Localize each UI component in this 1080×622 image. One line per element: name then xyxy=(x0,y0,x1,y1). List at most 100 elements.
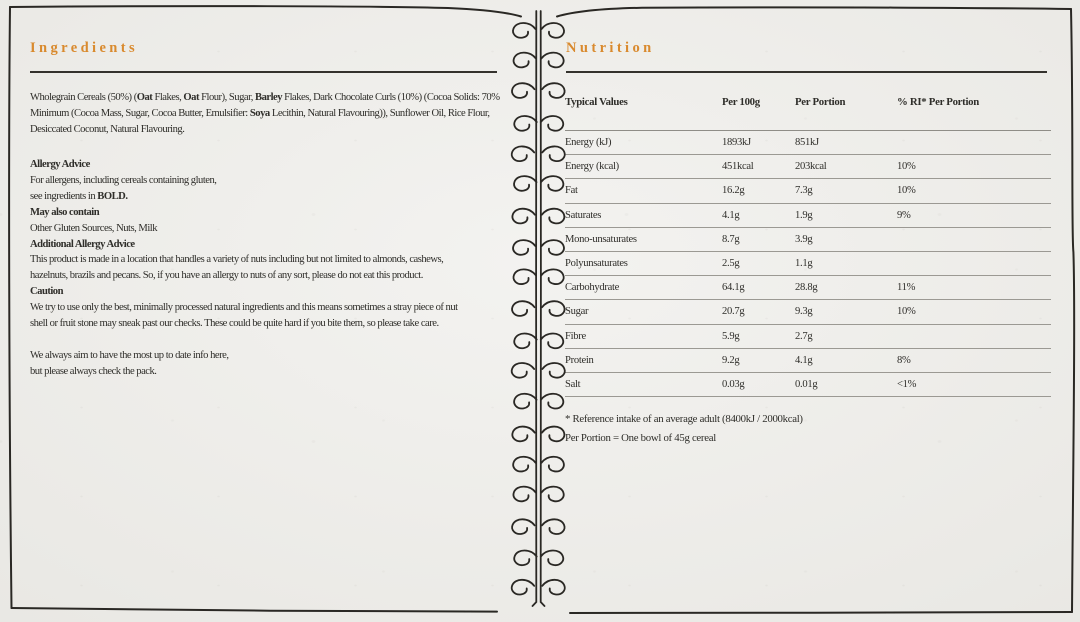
binding-ring-icon xyxy=(539,10,546,607)
table-cell: Carbohydrate xyxy=(565,282,620,294)
table-cell: Protein xyxy=(565,354,594,366)
binding-ring-icon xyxy=(539,115,565,132)
table-cell: 451kcal xyxy=(722,161,754,173)
binding-ring-icon xyxy=(511,425,536,443)
page-border-top-right xyxy=(556,6,1072,18)
table-header-cell: % RI* Per Portion xyxy=(897,96,979,108)
ingredients-title-underline xyxy=(30,71,497,73)
table-cell: Fibre xyxy=(565,330,586,342)
table-cell: 4.1g xyxy=(795,354,813,366)
text-segment: We try to use only the best, minimally p… xyxy=(30,302,458,314)
text-segment: This product is made in a location that … xyxy=(30,254,444,266)
table-cell: 9.2g xyxy=(722,354,740,366)
text-line: Wholegrain Cereals (50%) (Oat Flakes, Oa… xyxy=(30,90,500,106)
table-cell: 10% xyxy=(897,306,916,318)
text-line: For allergens, including cereals contain… xyxy=(30,173,458,189)
binding-ring-icon xyxy=(513,549,538,567)
table-cell: 203kcal xyxy=(795,161,827,173)
binding-ring-icon xyxy=(540,455,565,473)
binding-ring-icon xyxy=(539,332,565,350)
ingredients-title: Ingredients xyxy=(30,39,139,56)
table-cell: 2.5g xyxy=(722,258,740,270)
table-cell: 4.1g xyxy=(722,209,740,221)
text-segment: Oat xyxy=(136,92,153,103)
table-cell: 9.3g xyxy=(795,306,813,318)
table-cell: Fat xyxy=(565,185,578,197)
binding-ring-icon xyxy=(512,455,537,473)
reference-intake-note: * Reference intake of an average adult (… xyxy=(565,413,803,425)
text-segment: Oat xyxy=(183,92,199,103)
text-segment: Flour), Sugar, xyxy=(198,92,256,103)
binding-ring-icon xyxy=(539,175,565,192)
binding-ring-icon xyxy=(541,145,566,162)
binding-ring-icon xyxy=(541,425,566,443)
nutrition-table-header: Typical Values Per 100g Per Portion % RI* P… xyxy=(565,92,1051,131)
page-border-left xyxy=(8,6,13,609)
binding-ring-icon xyxy=(541,300,566,317)
text-line: May also contain xyxy=(30,205,458,221)
text-segment: but please always check the pack. xyxy=(30,365,157,377)
text-segment: Barley xyxy=(255,92,283,103)
text-segment: Flakes, Dark Chocolate Curls (10%) (Coco… xyxy=(282,92,500,103)
text-line: hazelnuts, brazils and pecans. So, if yo… xyxy=(30,268,458,284)
text-segment: BOLD. xyxy=(97,190,128,202)
page-border-bottom-left xyxy=(10,607,498,613)
table-cell: 7.3g xyxy=(795,185,813,197)
table-cell: 9% xyxy=(897,209,911,221)
allergy-advice-block: Allergy Advice For allergens, including c… xyxy=(30,157,458,332)
table-row: Saturates 4.1g 1.9g 9% xyxy=(565,204,1051,228)
binding-ring-icon xyxy=(541,578,566,596)
table-cell: Sugar xyxy=(565,306,589,318)
table-cell: 64.1g xyxy=(722,282,745,294)
table-cell: 3.9g xyxy=(795,233,813,245)
closing-note: We always aim to have the most up to dat… xyxy=(30,348,229,380)
binding-ring-icon xyxy=(511,207,536,225)
binding-ring-icon xyxy=(511,518,536,535)
table-cell: 28.8g xyxy=(795,282,818,294)
table-header-cell: Per Portion xyxy=(795,96,846,108)
binding-ring-icon xyxy=(511,82,536,99)
table-row: Sugar 20.7g 9.3g 10% xyxy=(565,300,1051,325)
text-segment: Minimum (Cocoa Mass, Sugar, Cocoa Butter… xyxy=(30,107,250,119)
text-line: see ingredients in BOLD. xyxy=(30,189,458,205)
binding-ring-icon xyxy=(541,518,566,535)
text-segment: see ingredients in xyxy=(30,190,98,202)
table-cell: 10% xyxy=(897,185,916,197)
text-segment: Flakes, xyxy=(152,92,184,103)
text-line: Minimum (Cocoa Mass, Sugar, Cocoa Butter… xyxy=(30,106,500,122)
table-cell: 5.9g xyxy=(722,330,740,342)
table-row: Carbohydrate 64.1g 28.8g 11% xyxy=(565,276,1051,301)
nutrition-title: Nutrition xyxy=(566,39,655,56)
binding-ring-icon xyxy=(513,175,538,192)
table-row: Fat 16.2g 7.3g 10% xyxy=(565,179,1051,204)
text-segment: Wholegrain Cereals (50%) ( xyxy=(30,92,137,103)
page-border-top-left xyxy=(9,5,522,18)
nutrition-title-underline xyxy=(566,71,1047,73)
binding-ring-icon xyxy=(513,392,538,410)
binding-ring-icon xyxy=(540,51,565,69)
binding-ring-icon xyxy=(540,268,565,285)
ingredients-list: Wholegrain Cereals (50%) (Oat Flakes, Oa… xyxy=(30,90,500,138)
table-cell: 851kJ xyxy=(795,137,819,149)
table-row: Protein 9.2g 4.1g 8% xyxy=(565,349,1051,373)
binding-ring-icon xyxy=(540,239,565,256)
text-segment: Desiccated Coconut, Natural Flavouring. xyxy=(30,123,185,135)
binding-ring-icon xyxy=(512,485,537,503)
text-segment: May also contain xyxy=(30,206,100,218)
table-cell: Salt xyxy=(565,378,581,390)
table-row: Energy (kcal) 451kcal 203kcal 10% xyxy=(565,155,1051,180)
binding-ring-icon xyxy=(510,362,536,379)
table-header-cell: Typical Values xyxy=(565,96,628,108)
binding-ring-icon xyxy=(511,300,536,317)
table-row: Fibre 5.9g 2.7g xyxy=(565,325,1051,349)
table-header-cell: Per 100g xyxy=(722,96,760,108)
text-line: but please always check the pack. xyxy=(30,364,229,380)
text-segment: Caution xyxy=(30,286,64,298)
table-row: Mono-unsaturates 8.7g 3.9g xyxy=(565,228,1051,252)
table-cell: 10% xyxy=(897,161,916,173)
table-row: Energy (kJ) 1893kJ 851kJ xyxy=(565,131,1051,156)
portion-definition-note: Per Portion = One bowl of 45g cereal xyxy=(565,431,716,444)
table-cell: 1.1g xyxy=(795,258,813,270)
binding-ring-icon xyxy=(541,82,566,99)
text-line: We try to use only the best, minimally p… xyxy=(30,300,458,316)
